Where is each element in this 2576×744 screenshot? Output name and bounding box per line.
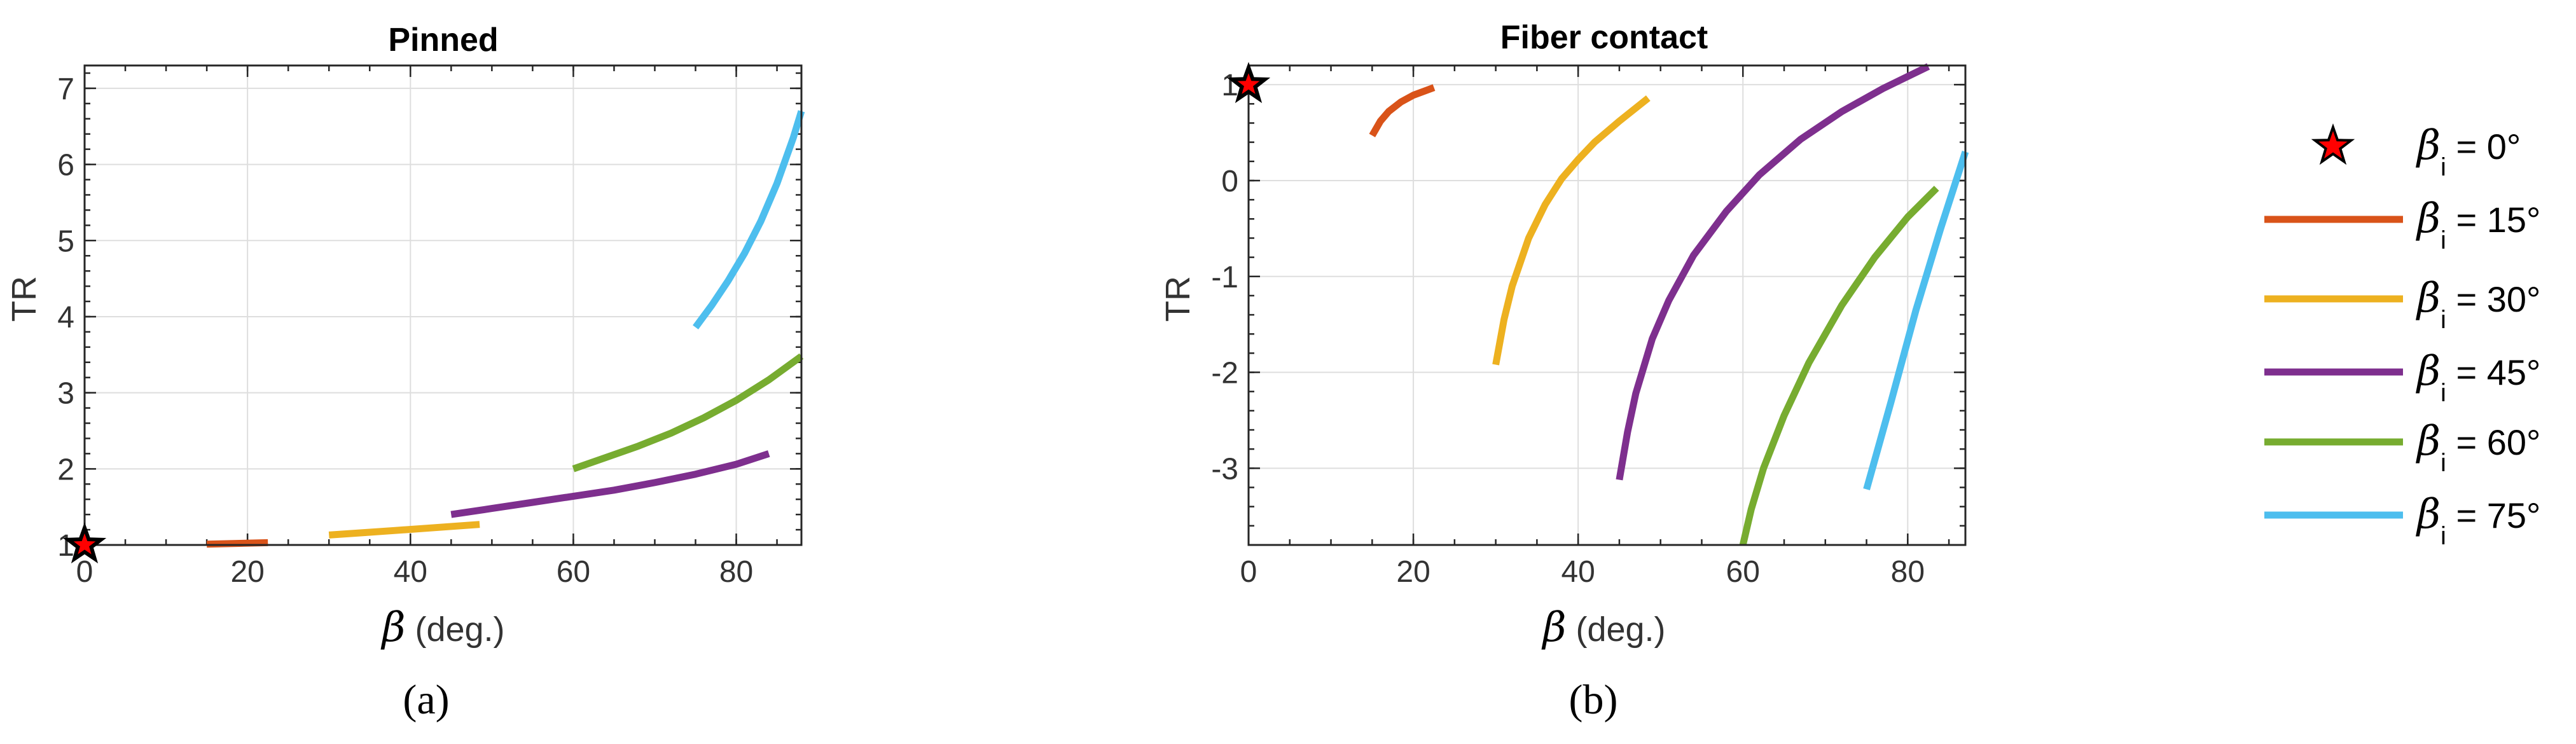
series-line-75 — [693, 110, 805, 329]
x-axis-label-symbol: β — [380, 604, 405, 651]
y-tick-label: -2 — [1211, 357, 1238, 390]
chart-title: Pinned — [388, 22, 498, 59]
legend-value: = 75° — [2446, 495, 2541, 535]
x-tick-label: 20 — [230, 555, 264, 589]
legend-subscript: i — [2441, 226, 2446, 254]
x-tick-label: 0 — [1240, 555, 1257, 589]
x-axis-label: β (deg.) — [380, 604, 504, 651]
legend-value: = 15° — [2446, 200, 2541, 240]
x-tick-label: 60 — [557, 555, 590, 589]
series-group — [206, 110, 805, 548]
x-tick-label: 20 — [1396, 555, 1430, 589]
x-axis-label-symbol: β — [1541, 604, 1566, 651]
axis-ticks: 0 20 40 60 80 -3 -2 -1 0 1 — [1211, 65, 1965, 589]
legend-label: βi = 75° — [2416, 491, 2540, 550]
legend-item: βi = 75° — [2264, 491, 2540, 550]
legend-label: βi = 30° — [2416, 275, 2540, 334]
series-line-30 — [1492, 95, 1651, 366]
legend-subscript: i — [2441, 449, 2446, 477]
plot-frame — [83, 64, 803, 546]
legend-item: βi = 45° — [2264, 348, 2540, 407]
chart-panel-a: Pinned TR β (deg.) (a) 0 20 40 60 80 1 2 3 4 5 6 7 — [5, 22, 805, 723]
y-tick-label: 2 — [57, 453, 74, 486]
legend-subscript: i — [2441, 522, 2446, 550]
y-tick-label: 5 — [57, 224, 74, 258]
y-axis-label: TR — [1159, 276, 1197, 322]
legend-label: βi = 45° — [2416, 348, 2540, 407]
x-axis-label-text: (deg.) — [405, 610, 504, 649]
panel-label: (b) — [1569, 677, 1618, 723]
legend-item: βi = 30° — [2264, 275, 2540, 334]
legend-subscript: i — [2441, 306, 2446, 334]
x-tick-label: 40 — [394, 555, 427, 589]
series-line-45 — [1616, 63, 1930, 481]
chart-title: Fiber contact — [1500, 19, 1708, 56]
plot-frame — [1247, 64, 1967, 546]
series-line-15 — [1369, 84, 1436, 137]
series-group — [1369, 63, 1969, 546]
legend-symbol: β — [2416, 122, 2441, 169]
legend-subscript: i — [2441, 153, 2446, 181]
y-tick-label: -1 — [1211, 261, 1238, 294]
star-marker — [1226, 62, 1271, 104]
legend-item: βi = 60° — [2264, 418, 2540, 477]
y-tick-label: -3 — [1211, 452, 1238, 486]
legend-label: βi = 15° — [2416, 195, 2540, 254]
y-tick-label: 6 — [57, 149, 74, 183]
legend-item: βi = 15° — [2264, 195, 2540, 254]
axis-ticks: 0 20 40 60 80 1 2 3 4 5 6 7 — [57, 65, 801, 589]
y-tick-label: 1 — [57, 529, 74, 563]
x-tick-label: 0 — [76, 555, 93, 589]
legend-item: βi = 0° — [2311, 122, 2521, 181]
y-tick-label: 4 — [57, 301, 74, 334]
series-line-15 — [206, 539, 268, 548]
legend-value: = 45° — [2446, 352, 2541, 392]
minor-ticks — [1247, 64, 1965, 545]
legend-label: βi = 0° — [2416, 122, 2521, 181]
series-line-45 — [450, 450, 770, 518]
y-tick-label: 0 — [1221, 165, 1238, 198]
legend-subscript: i — [2441, 379, 2446, 407]
x-tick-label: 60 — [1726, 555, 1760, 589]
legend-symbol: β — [2416, 418, 2441, 465]
legend-value: = 0° — [2446, 127, 2521, 167]
legend-symbol: β — [2416, 491, 2441, 538]
star-marker — [62, 522, 107, 563]
y-tick-label: 7 — [57, 72, 74, 106]
series-line-60 — [572, 353, 804, 472]
series-line-60 — [1739, 186, 1939, 546]
x-axis-label-text: (deg.) — [1566, 610, 1665, 649]
legend-symbol: β — [2416, 275, 2441, 322]
legend-star-icon — [2311, 123, 2355, 165]
chart-panel-b: Fiber contact TR β (deg.) (b) 0 20 40 60 80 -… — [1159, 19, 1969, 723]
x-tick-label: 40 — [1561, 555, 1595, 589]
legend-label: βi = 60° — [2416, 418, 2540, 477]
legend: βi = 0°βi = 15°βi = 30°βi = 45°βi = 60°β… — [2264, 122, 2540, 550]
legend-symbol: β — [2416, 195, 2441, 242]
series-line-75 — [1863, 151, 1969, 490]
grid — [1248, 65, 1965, 545]
y-axis-label: TR — [5, 276, 43, 322]
x-tick-label: 80 — [1891, 555, 1925, 589]
y-tick-label: 1 — [1221, 69, 1238, 102]
x-tick-label: 80 — [719, 555, 753, 589]
legend-value: = 30° — [2446, 279, 2541, 319]
panel-label: (a) — [403, 677, 449, 723]
legend-symbol: β — [2416, 348, 2441, 395]
series-line-30 — [328, 521, 480, 539]
legend-value: = 60° — [2446, 422, 2541, 462]
x-axis-label: β (deg.) — [1541, 604, 1665, 651]
y-tick-label: 3 — [57, 377, 74, 411]
